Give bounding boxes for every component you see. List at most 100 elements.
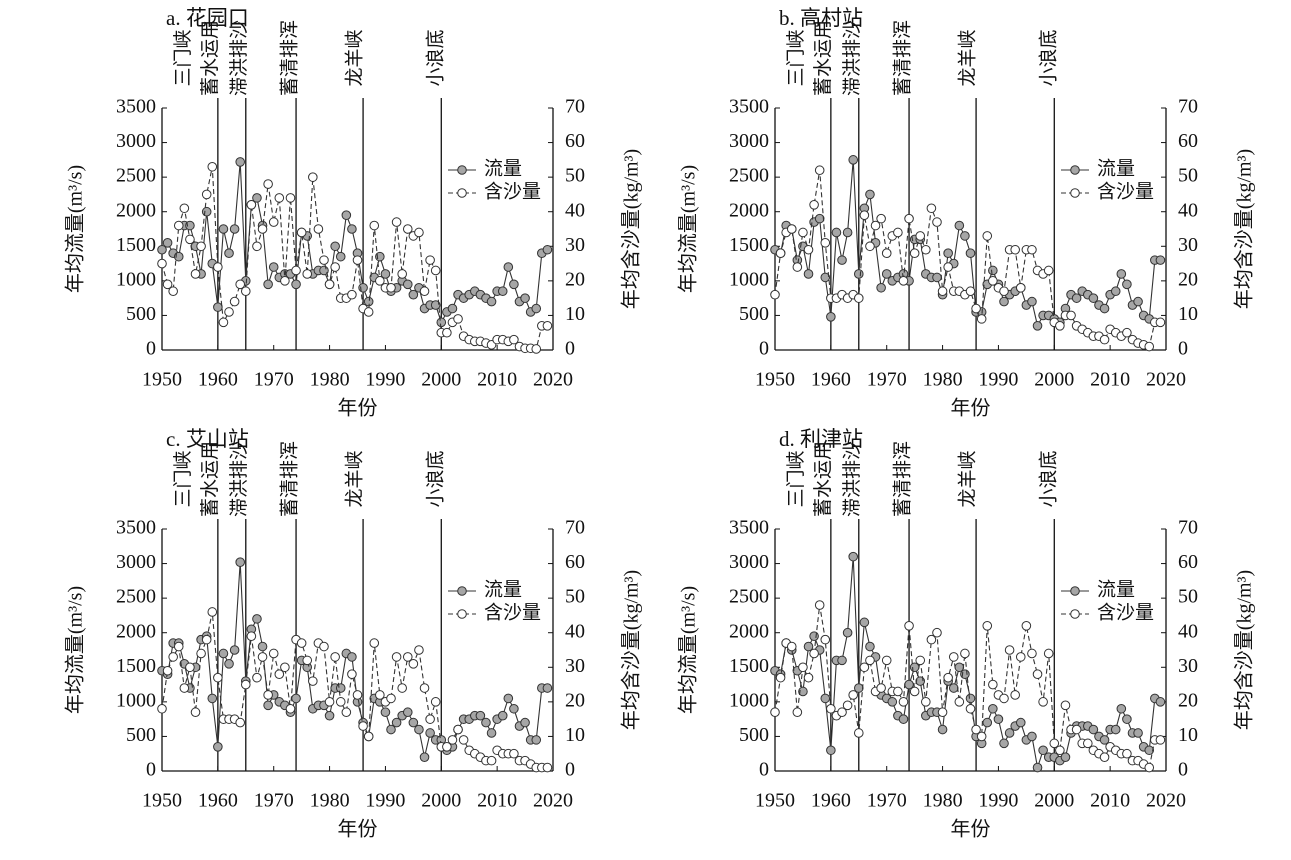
- data-point: [948, 652, 959, 662]
- data-point: [235, 557, 245, 567]
- x-axis-label: 年份: [951, 397, 991, 420]
- data-point: [224, 248, 234, 258]
- data-point: [235, 157, 245, 167]
- event-label: 三门峡: [172, 450, 194, 507]
- x-tick-label: 1970: [867, 790, 907, 812]
- x-tick-label: 1980: [923, 369, 963, 391]
- data-point: [1038, 697, 1048, 707]
- data-point: [876, 683, 886, 693]
- data-point: [904, 621, 914, 631]
- x-tick-label: 1960: [811, 790, 851, 812]
- data-point: [842, 627, 853, 638]
- y-axis-label: 年均流量(m³/s): [64, 165, 87, 293]
- event-label: 滞洪排沙: [228, 20, 250, 96]
- data-point: [274, 669, 285, 680]
- data-point: [414, 724, 424, 735]
- data-point: [926, 634, 937, 645]
- data-point: [1060, 752, 1071, 762]
- data-point: [1099, 735, 1110, 745]
- data-point: [1021, 621, 1032, 631]
- x-tick-label: 2000: [1034, 369, 1074, 391]
- y2-tick-label: 50: [565, 586, 585, 608]
- data-point: [296, 638, 307, 648]
- data-point: [330, 652, 340, 662]
- data-point: [814, 165, 825, 176]
- data-point: [224, 659, 234, 669]
- event-label: 蓄清排浑: [278, 20, 300, 96]
- event-label: 小浪底: [425, 29, 447, 86]
- data-point: [1099, 303, 1110, 314]
- y-tick-label: 2000: [729, 620, 769, 642]
- data-point: [224, 307, 234, 317]
- data-point: [531, 735, 542, 745]
- y2-tick-label: 60: [565, 551, 585, 573]
- y2-tick-label: 70: [1178, 96, 1198, 118]
- data-point: [319, 255, 329, 265]
- data-point: [943, 262, 953, 272]
- data-point: [786, 641, 797, 652]
- data-point: [842, 227, 853, 238]
- data-point: [375, 251, 385, 262]
- x-tick-label: 1970: [254, 369, 294, 391]
- y2-tick-label: 60: [1178, 551, 1198, 573]
- data-point: [341, 210, 352, 220]
- y-tick-label: 3500: [116, 517, 156, 539]
- data-point: [173, 220, 184, 231]
- data-point: [419, 286, 430, 297]
- data-point: [352, 690, 363, 700]
- y-tick-label: 0: [759, 338, 769, 360]
- data-point: [798, 686, 808, 697]
- data-point: [157, 244, 167, 255]
- data-point: [820, 238, 831, 248]
- data-point: [497, 286, 508, 297]
- y2-tick-label: 70: [1178, 517, 1198, 539]
- data-point: [770, 289, 780, 300]
- data-point: [1043, 265, 1054, 276]
- data-point: [898, 276, 909, 286]
- data-point: [1015, 282, 1026, 293]
- data-point: [509, 748, 519, 759]
- data-point: [207, 607, 218, 617]
- data-point: [865, 241, 875, 252]
- data-point: [999, 286, 1009, 297]
- y2-tick-label: 20: [565, 268, 585, 290]
- data-point: [1038, 745, 1048, 756]
- data-point: [943, 672, 953, 683]
- y-tick-label: 500: [126, 303, 156, 325]
- data-point: [954, 697, 965, 707]
- y2-tick-label: 40: [1178, 199, 1198, 221]
- x-axis-label: 年份: [338, 818, 378, 841]
- data-point: [948, 683, 959, 693]
- data-point: [1155, 697, 1166, 707]
- data-point: [531, 303, 542, 314]
- data-point: [988, 276, 998, 286]
- x-tick-label: 2010: [477, 790, 517, 812]
- data-point: [865, 655, 875, 666]
- data-point: [520, 293, 530, 303]
- data-point: [509, 334, 519, 345]
- legend-marker: [1070, 165, 1080, 175]
- y2-tick-label: 20: [1178, 268, 1198, 290]
- y-tick-label: 1000: [116, 268, 156, 290]
- data-point: [921, 697, 931, 707]
- data-point: [520, 717, 530, 728]
- data-point: [999, 738, 1009, 749]
- data-point: [865, 641, 875, 652]
- data-point: [1010, 244, 1020, 255]
- legend-marker: [1070, 609, 1080, 619]
- event-label: 蓄清排浑: [891, 20, 913, 96]
- data-point: [988, 265, 998, 276]
- event-label: 小浪底: [425, 450, 447, 507]
- data-point: [1066, 310, 1076, 321]
- y-tick-label: 1500: [116, 234, 156, 256]
- data-point: [235, 717, 245, 728]
- data-point: [960, 669, 970, 680]
- y2-tick-label: 60: [565, 130, 585, 152]
- data-point: [162, 665, 173, 676]
- data-point: [842, 700, 853, 711]
- legend-label: 含沙量: [484, 601, 541, 623]
- data-point: [347, 652, 357, 662]
- event-label: 滞洪排沙: [228, 441, 250, 517]
- data-point: [826, 312, 836, 322]
- data-point: [414, 645, 424, 655]
